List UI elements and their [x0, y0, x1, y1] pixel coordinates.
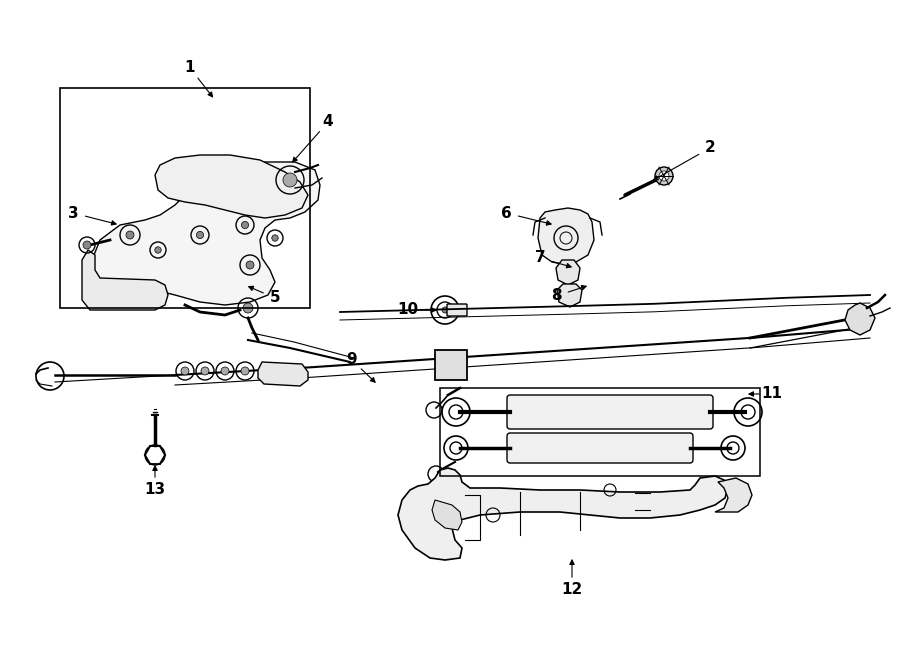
Text: 3: 3 [68, 206, 78, 221]
Polygon shape [90, 162, 320, 305]
Polygon shape [556, 260, 580, 285]
Circle shape [83, 241, 91, 249]
Text: 4: 4 [323, 114, 333, 130]
Polygon shape [538, 208, 594, 264]
Circle shape [283, 173, 297, 187]
Bar [440, 388, 760, 476]
Circle shape [655, 167, 673, 185]
Circle shape [126, 231, 134, 239]
Circle shape [241, 221, 248, 229]
Text: 2: 2 [705, 141, 716, 155]
Polygon shape [398, 468, 728, 560]
Text: 6: 6 [500, 206, 511, 221]
Text: 11: 11 [761, 387, 782, 401]
Polygon shape [258, 362, 308, 386]
Text: 10: 10 [398, 303, 418, 317]
FancyBboxPatch shape [435, 350, 467, 380]
Circle shape [181, 367, 189, 375]
Bar [60, 88, 310, 308]
Circle shape [241, 367, 249, 375]
Circle shape [446, 360, 456, 370]
Circle shape [196, 231, 203, 239]
Circle shape [243, 303, 253, 313]
FancyBboxPatch shape [507, 395, 713, 429]
FancyBboxPatch shape [447, 304, 467, 316]
Circle shape [221, 367, 229, 375]
Text: 5: 5 [270, 290, 280, 305]
Polygon shape [557, 284, 582, 307]
Polygon shape [845, 303, 875, 335]
Text: 13: 13 [144, 483, 166, 498]
Polygon shape [82, 250, 168, 310]
Circle shape [201, 367, 209, 375]
Polygon shape [715, 478, 752, 512]
Circle shape [272, 235, 278, 241]
Text: 9: 9 [346, 352, 357, 368]
Polygon shape [155, 155, 308, 218]
Circle shape [246, 261, 254, 269]
Polygon shape [432, 500, 462, 530]
Text: 8: 8 [551, 288, 562, 303]
Text: 1: 1 [184, 61, 195, 75]
Circle shape [659, 171, 669, 181]
Circle shape [442, 307, 448, 313]
FancyBboxPatch shape [507, 433, 693, 463]
Text: 12: 12 [562, 582, 582, 598]
Circle shape [155, 247, 161, 253]
Text: 7: 7 [535, 251, 545, 266]
